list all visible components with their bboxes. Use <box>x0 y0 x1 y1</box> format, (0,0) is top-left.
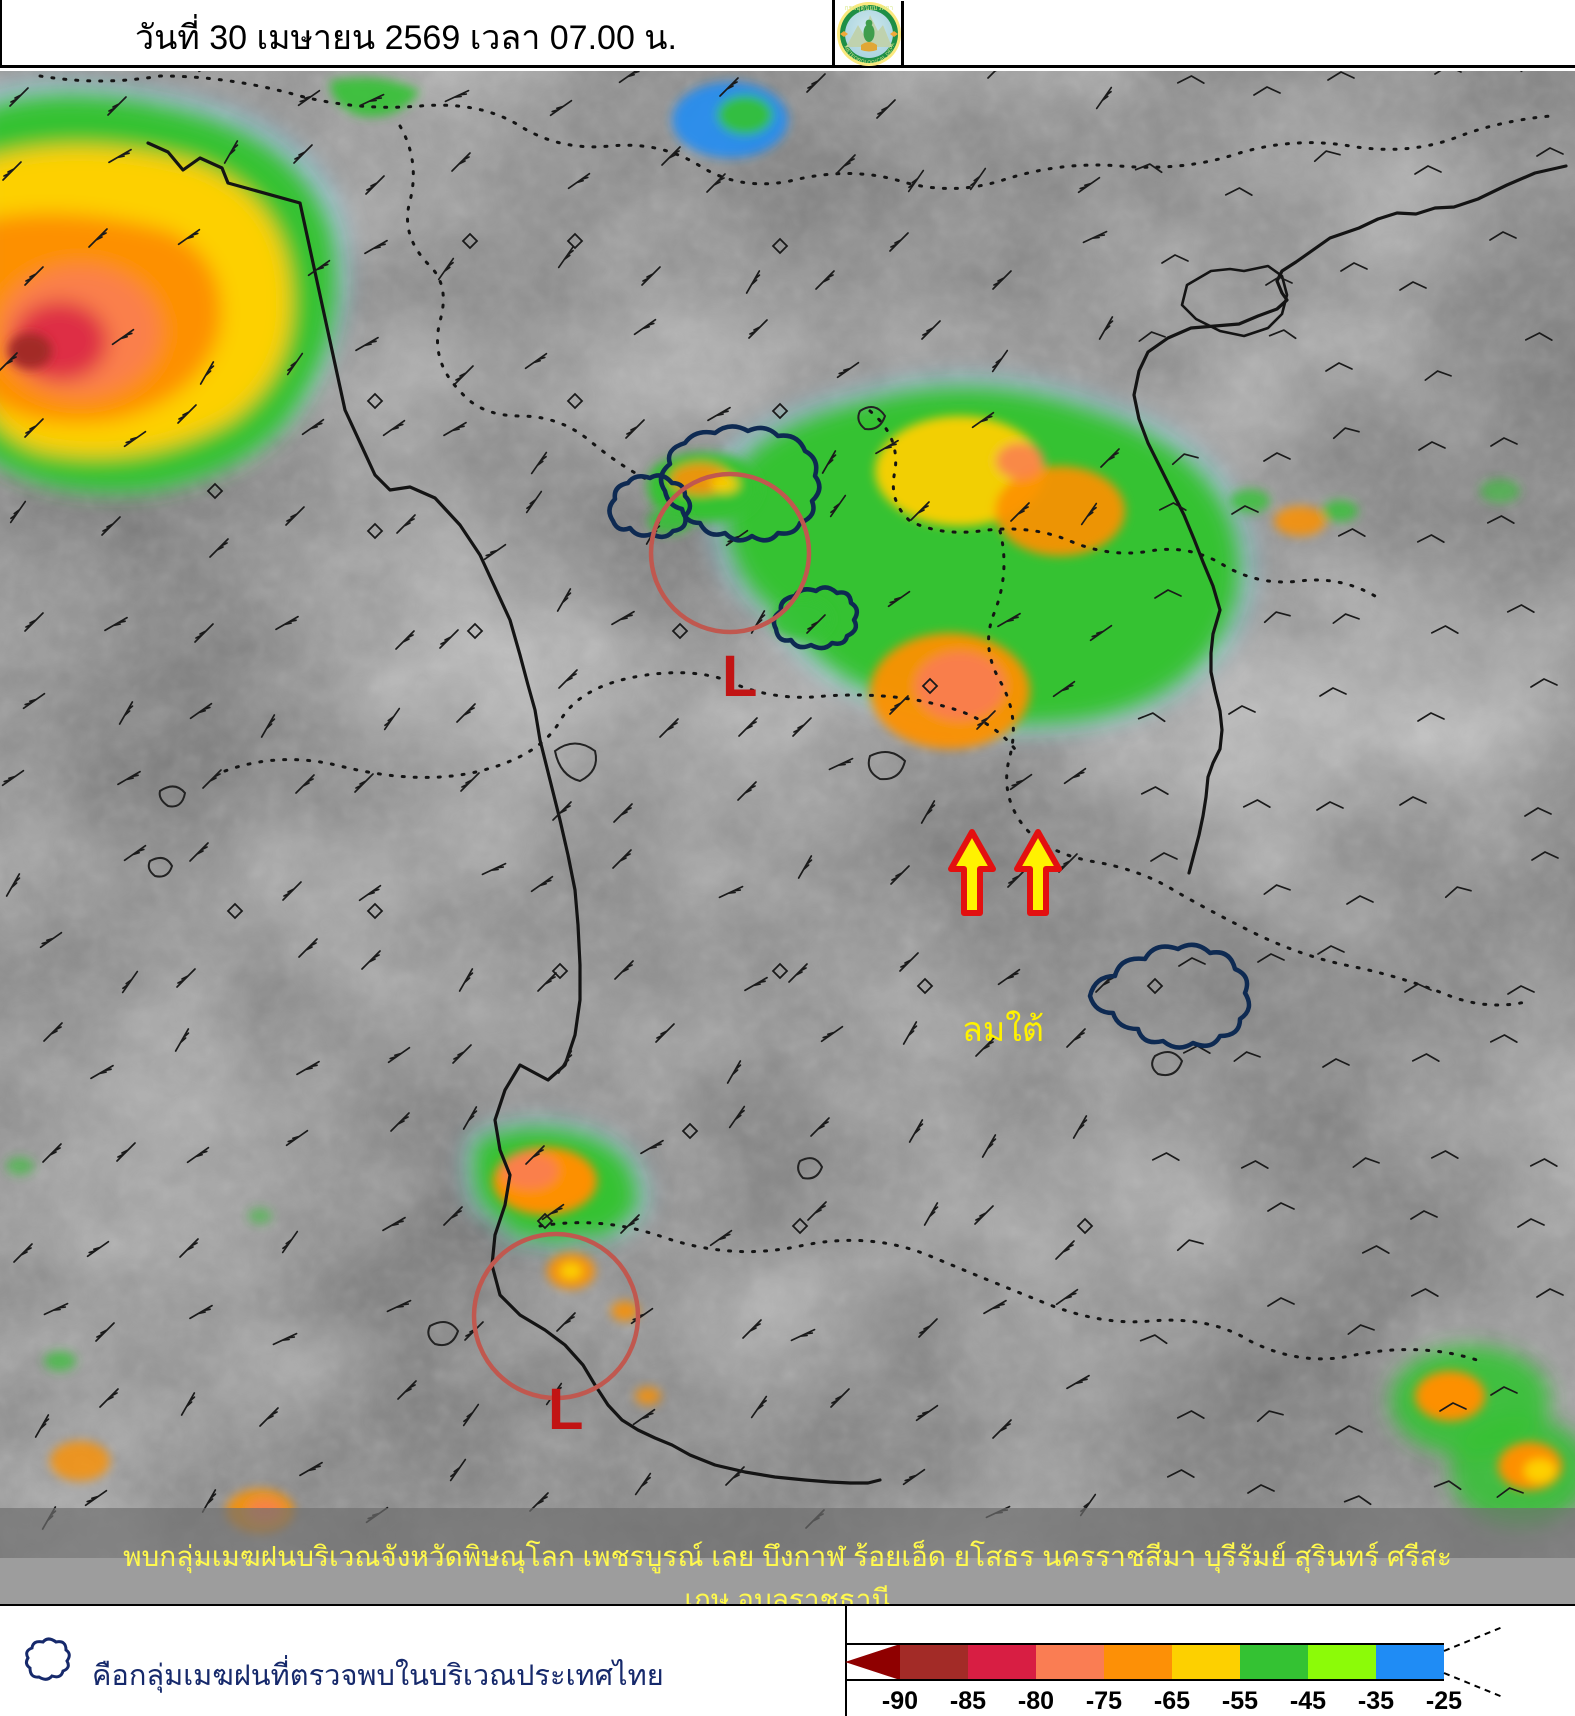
svg-text:กรมอุตุนิยมวิทยา: กรมอุตุนิยมวิทยา <box>845 4 894 12</box>
svg-text:-85: -85 <box>950 1687 986 1715</box>
svg-text:ลมใต้: ลมใต้ <box>962 1010 1044 1049</box>
svg-text:-55: -55 <box>1222 1687 1258 1715</box>
svg-text:-90: -90 <box>882 1687 918 1715</box>
svg-text:-75: -75 <box>1086 1687 1122 1715</box>
svg-text:L: L <box>548 1377 583 1442</box>
svg-text:-35: -35 <box>1358 1687 1394 1715</box>
svg-text:L: L <box>722 644 757 709</box>
svg-text:-65: -65 <box>1154 1687 1190 1715</box>
svg-text:-45: -45 <box>1290 1687 1326 1715</box>
svg-text:-25: -25 <box>1426 1687 1462 1715</box>
svg-text:-80: -80 <box>1018 1687 1054 1715</box>
